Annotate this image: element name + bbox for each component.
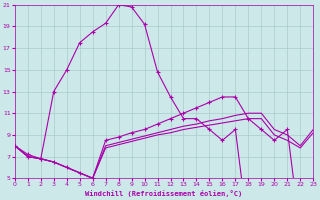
X-axis label: Windchill (Refroidissement éolien,°C): Windchill (Refroidissement éolien,°C) bbox=[85, 190, 243, 197]
